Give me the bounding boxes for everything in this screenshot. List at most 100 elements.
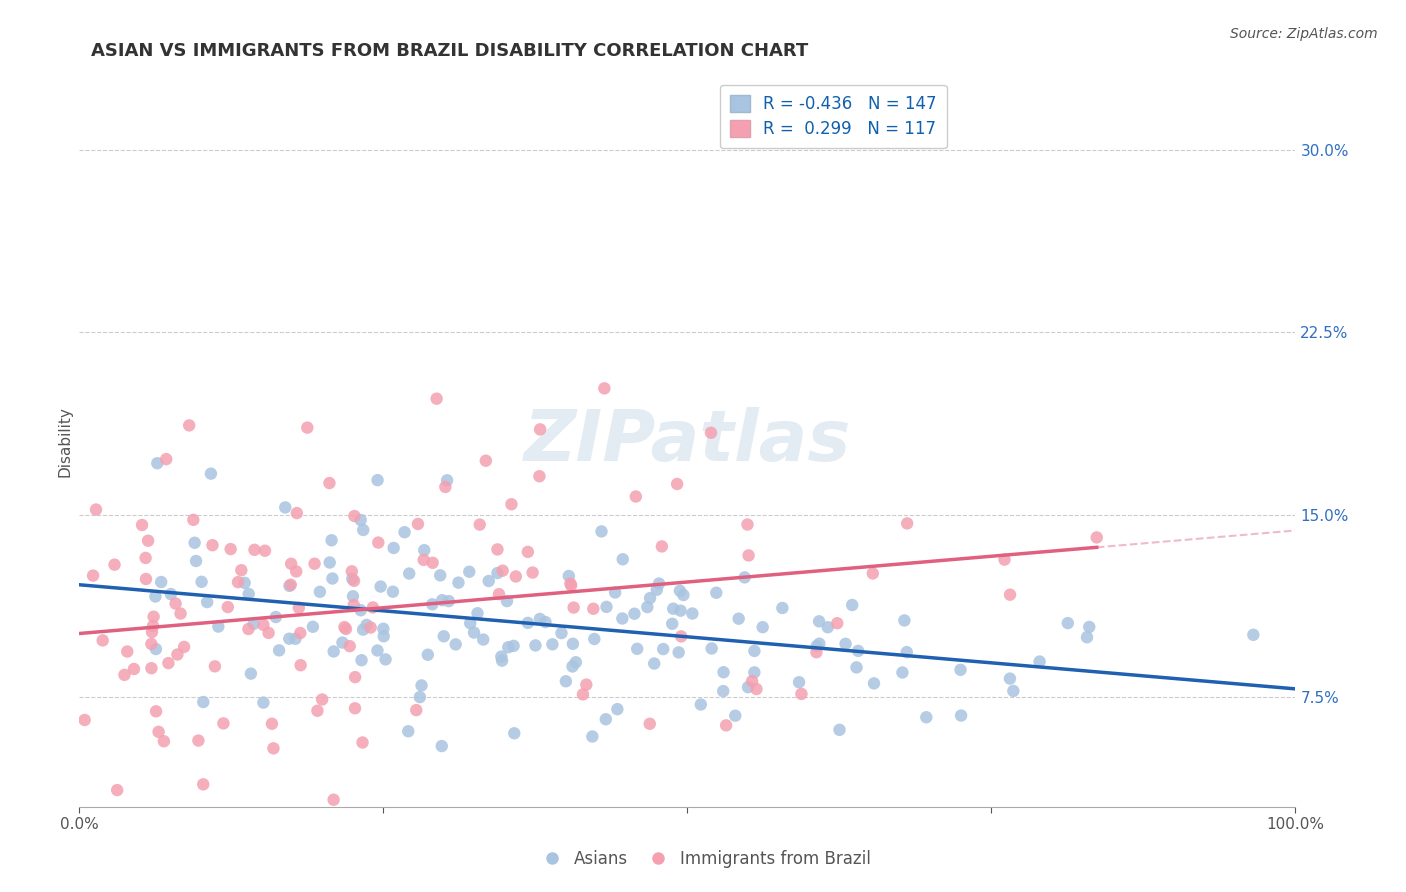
Point: [434, 480, 457, 494]
Point: [825, 616, 848, 631]
Point: [260, 716, 283, 731]
Point: [233, 575, 256, 590]
Point: [340, 565, 363, 579]
Point: [541, 637, 564, 651]
Point: [503, 726, 526, 740]
Point: [169, 607, 191, 621]
Point: [790, 687, 813, 701]
Point: [572, 687, 595, 701]
Point: [350, 603, 373, 617]
Point: [166, 648, 188, 662]
Point: [374, 652, 396, 666]
Point: [350, 653, 373, 667]
Point: [217, 600, 239, 615]
Point: [1076, 630, 1098, 644]
Point: [396, 724, 419, 739]
Point: [304, 557, 326, 571]
Point: [915, 710, 938, 724]
Point: [949, 663, 972, 677]
Point: [142, 619, 165, 633]
Point: [998, 588, 1021, 602]
Point: [770, 601, 793, 615]
Point: [356, 618, 378, 632]
Point: [278, 579, 301, 593]
Point: [891, 665, 914, 680]
Point: [681, 607, 703, 621]
Point: [381, 584, 404, 599]
Point: [239, 666, 262, 681]
Point: [751, 620, 773, 634]
Point: [269, 643, 291, 657]
Point: [662, 601, 685, 615]
Point: [135, 550, 157, 565]
Point: [145, 704, 167, 718]
Point: [745, 681, 768, 696]
Point: [366, 643, 388, 657]
Point: [311, 692, 333, 706]
Point: [160, 587, 183, 601]
Point: [591, 524, 613, 539]
Point: [529, 612, 551, 626]
Point: [335, 622, 357, 636]
Point: [243, 542, 266, 557]
Point: [863, 676, 886, 690]
Point: [669, 629, 692, 643]
Point: [896, 516, 918, 531]
Point: [744, 665, 766, 680]
Point: [623, 607, 645, 621]
Point: [491, 649, 513, 664]
Point: [704, 586, 727, 600]
Point: [1056, 616, 1078, 631]
Point: [103, 558, 125, 572]
Point: [238, 622, 260, 636]
Point: [117, 644, 139, 658]
Point: [318, 476, 340, 491]
Point: [193, 695, 215, 709]
Point: [352, 523, 374, 537]
Point: [561, 637, 583, 651]
Point: [122, 662, 145, 676]
Point: [405, 703, 427, 717]
Point: [558, 569, 581, 583]
Point: [560, 576, 582, 591]
Point: [669, 604, 692, 618]
Point: [360, 620, 382, 634]
Point: [472, 632, 495, 647]
Point: [524, 639, 547, 653]
Point: [370, 580, 392, 594]
Point: [1085, 531, 1108, 545]
Point: [666, 477, 689, 491]
Point: [136, 533, 159, 548]
Point: [1241, 628, 1264, 642]
Point: [998, 672, 1021, 686]
Point: [478, 574, 501, 588]
Point: [105, 783, 128, 797]
Point: [595, 712, 617, 726]
Point: [183, 535, 205, 549]
Point: [332, 635, 354, 649]
Point: [183, 513, 205, 527]
Point: [737, 680, 759, 694]
Point: [146, 456, 169, 470]
Point: [413, 543, 436, 558]
Point: [179, 418, 201, 433]
Point: [309, 584, 332, 599]
Point: [352, 623, 374, 637]
Point: [91, 633, 114, 648]
Point: [505, 569, 527, 583]
Text: ASIAN VS IMMIGRANTS FROM BRAZIL DISABILITY CORRELATION CHART: ASIAN VS IMMIGRANTS FROM BRAZIL DISABILI…: [91, 42, 808, 60]
Point: [257, 626, 280, 640]
Point: [689, 698, 711, 712]
Point: [409, 690, 432, 705]
Point: [145, 590, 167, 604]
Point: [280, 557, 302, 571]
Point: [700, 641, 723, 656]
Point: [309, 808, 332, 822]
Point: [669, 583, 692, 598]
Point: [467, 606, 489, 620]
Point: [157, 656, 180, 670]
Point: [529, 469, 551, 483]
Point: [444, 637, 467, 651]
Point: [488, 587, 510, 601]
Point: [321, 533, 343, 548]
